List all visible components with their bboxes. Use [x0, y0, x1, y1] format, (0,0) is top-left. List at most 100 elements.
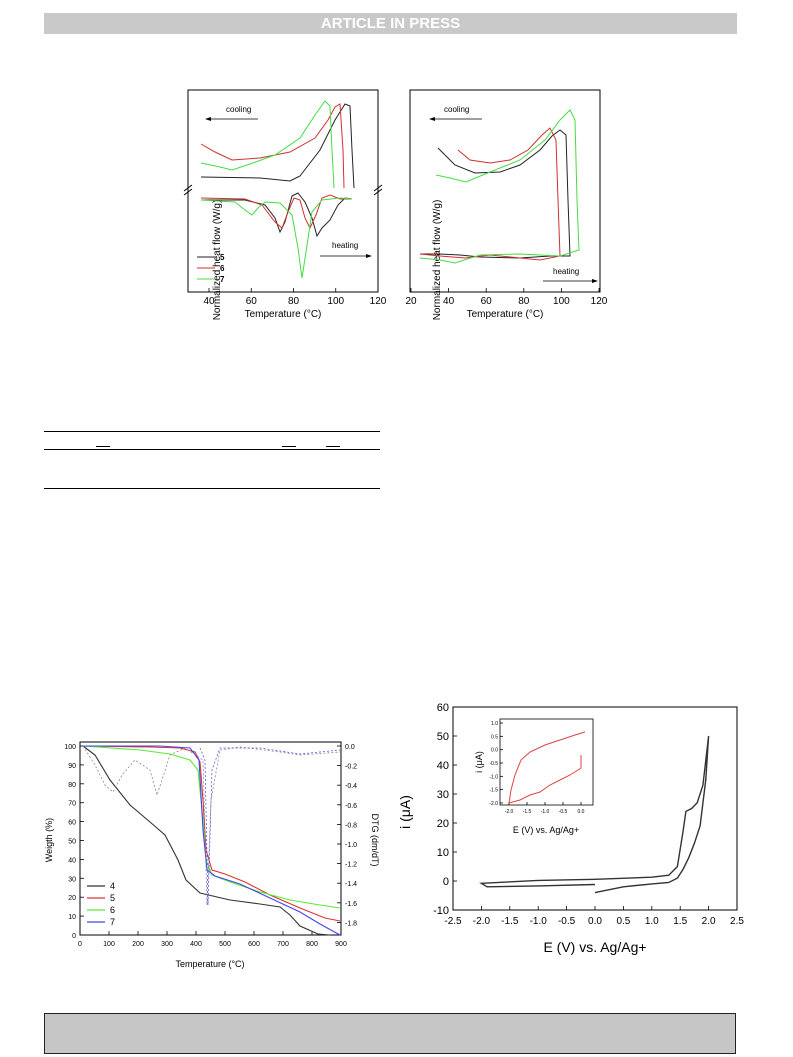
cv-xtick-label: 1.0 [645, 916, 659, 927]
right-heating-arrow-head [592, 279, 598, 283]
cv-xtick-label: 2.0 [702, 916, 716, 927]
cv-inset-xlabel: E (V) vs. Ag/Ag+ [513, 825, 579, 835]
cv-xticks: -2.5 -2.0 -1.5 -1.0 -0.5 0.0 0.5 1.0 1.5 2.0 2.5 [444, 906, 744, 927]
cv-xtick-label: 0.0 [588, 916, 602, 927]
tga-xtick-label: 900 [335, 941, 347, 948]
cv-xtick-label: 0.5 [616, 916, 630, 927]
table-header-mark [282, 446, 296, 447]
dsc-left-curve-5-heating [201, 192, 353, 238]
cv-ytick-label: 60 [437, 702, 449, 714]
article-in-press-banner: ARTICLE IN PRESS [44, 13, 737, 34]
dsc-left-curve-7-heating [200, 197, 353, 279]
tga-ytick-label: 80 [68, 782, 76, 789]
cv-xtick-label: -0.5 [558, 916, 576, 927]
tga-xtick-label: 100 [103, 941, 115, 948]
tga-y2tick-label: -0.2 [345, 764, 357, 771]
cv-inset-xtick-label: -2.0 [505, 809, 514, 815]
cv-inset-ylabel: i (μA) [474, 751, 484, 773]
cv-inset-ytick-label: -0.5 [489, 761, 498, 767]
tga-xtick-label: 300 [161, 941, 173, 948]
tga-yticks: 0 10 20 30 40 50 60 70 80 90 100 [64, 744, 84, 940]
dsc-left-xtick-label: 40 [203, 296, 215, 307]
cv-inset-ytick-label: -1.5 [489, 788, 498, 794]
dsc-left-curve-6-cooling [200, 103, 345, 189]
right-cooling-arrow-head [429, 117, 435, 121]
tga-xtick-label: 400 [190, 941, 202, 948]
tga-xtick-label: 0 [78, 941, 82, 948]
dsc-right-xtick-label: 60 [481, 296, 493, 307]
cv-inset-ytick-label: 1.0 [491, 721, 498, 727]
cv-inset-ytick-label: -2.0 [489, 801, 498, 807]
tga-xtick-label: 200 [132, 941, 144, 948]
cv-yticks: -10 0 10 20 30 40 50 60 [433, 702, 457, 917]
tga-y2tick-label: -1.4 [345, 881, 357, 888]
tga-ytick-label: 10 [68, 914, 76, 921]
dsc-left-frame [187, 89, 379, 293]
dsc-right-curve-5 [420, 129, 571, 259]
tga-legend-label-7: 7 [110, 917, 115, 927]
dsc-left-xtick-label: 100 [327, 296, 344, 307]
tga-dtg-dotted [82, 745, 341, 906]
table-top-rule [44, 431, 380, 432]
cv-inset-xtick-label: -1.5 [523, 809, 532, 815]
tga-xtick-label: 600 [248, 941, 260, 948]
cooling-arrow-head [205, 117, 211, 121]
cv-ylabel: i (μA) [397, 795, 413, 829]
cv-xtick-label: -2.5 [444, 916, 462, 927]
dsc-right-curve-6 [419, 127, 561, 261]
tga-y2label: DTG (dm/dT) [370, 814, 380, 867]
cv-xtick-label: -1.0 [530, 916, 548, 927]
cv-inset-ytick-label: -1.0 [489, 774, 498, 780]
dsc-left-xtick-label: 80 [288, 296, 300, 307]
dsc-right-xtick-label: 80 [518, 296, 530, 307]
tga-ytick-label: 100 [64, 744, 76, 751]
cv-inset-frame [499, 718, 594, 806]
cv-inset-xtick-label: 0.0 [578, 809, 585, 815]
dsc-left-heating-label: heating [332, 241, 358, 250]
dsc-right-frame [409, 89, 601, 293]
cv-inset-xtick-label: -0.5 [559, 809, 568, 815]
tga-xticks: 0 100 200 300 400 500 600 700 800 900 [78, 931, 347, 948]
cv-inset-curve [508, 731, 586, 804]
cv-xtick-label: -2.0 [473, 916, 491, 927]
dsc-right-xtick-label: 100 [553, 296, 570, 307]
dsc-left-cooling-label: cooling [226, 105, 251, 114]
cv-inset-ytick-label: 0.5 [491, 734, 498, 740]
tga-frame [79, 741, 342, 936]
tga-xlabel: Temperature (°C) [175, 959, 244, 969]
tga-curve-4 [82, 745, 331, 936]
cv-xtick-label: -1.5 [501, 916, 519, 927]
tga-y2tick-label: -1.0 [345, 842, 357, 849]
tga-ytick-label: 20 [68, 895, 76, 902]
legend-label-7: 7 [220, 275, 225, 284]
tga-y2tick-label: -0.6 [345, 803, 357, 810]
heating-arrow-head [366, 254, 372, 258]
legend-label-5: 5 [220, 253, 225, 262]
cv-ytick-label: -10 [433, 905, 449, 917]
cv-ytick-label: 50 [437, 731, 449, 743]
tga-y2tick-label: 0.0 [345, 744, 355, 751]
tga-dtg-blue [199, 747, 341, 906]
dsc-left-xtick-label: 60 [246, 296, 258, 307]
tga-y2tick-label: -1.6 [345, 901, 357, 908]
tga-ytick-label: 60 [68, 820, 76, 827]
tga-legend-label-5: 5 [110, 893, 115, 903]
table-header-mark [96, 446, 110, 447]
dsc-left-curve-6-heating [200, 194, 352, 230]
dsc-right-cooling-label: cooling [444, 105, 469, 114]
cv-ytick-label: 30 [437, 789, 449, 801]
cv-ytick-label: 10 [437, 847, 449, 859]
dsc-right-curve-7 [419, 109, 580, 264]
footer-box [44, 1013, 736, 1054]
dsc-legend: 5 6 7 [197, 253, 225, 284]
dsc-left-xlabel: Temperature (°C) [245, 309, 322, 320]
table-header-rule [44, 449, 380, 450]
cv-ytick-label: 0 [443, 876, 449, 888]
legend-label-6: 6 [220, 264, 225, 273]
dsc-left-xticks: 40 60 80 100 120 [203, 288, 387, 307]
dsc-left-curve-7-cooling [200, 100, 335, 189]
cv-inset-xtick-label: -1.0 [541, 809, 550, 815]
